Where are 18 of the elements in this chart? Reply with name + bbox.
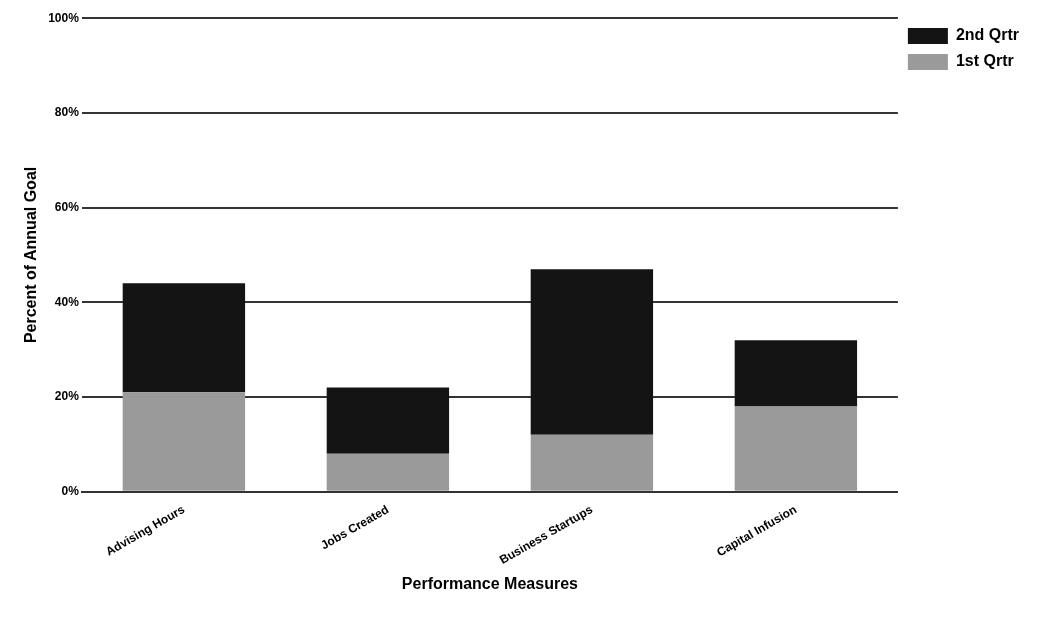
bar	[326, 453, 450, 491]
y-tick-label: 20%	[54, 389, 80, 404]
bar	[530, 269, 654, 435]
bar	[530, 434, 654, 491]
y-tick-label: 60%	[54, 199, 80, 214]
bar	[122, 392, 246, 491]
legend-label: 2nd Qrtr	[955, 26, 1020, 44]
legend-label: 1st Qrtr	[955, 52, 1014, 70]
bar	[122, 283, 246, 393]
y-axis-title: Percent of Annual Goal	[22, 166, 40, 344]
y-tick-label: 100%	[48, 10, 80, 25]
y-tick-label: 40%	[54, 294, 80, 309]
bar	[734, 406, 858, 491]
y-tick-label: 80%	[54, 105, 80, 120]
bar	[734, 340, 858, 407]
bar	[326, 387, 450, 454]
x-axis-title: Performance Measures	[401, 574, 579, 592]
y-tick-label: 0%	[61, 483, 80, 498]
